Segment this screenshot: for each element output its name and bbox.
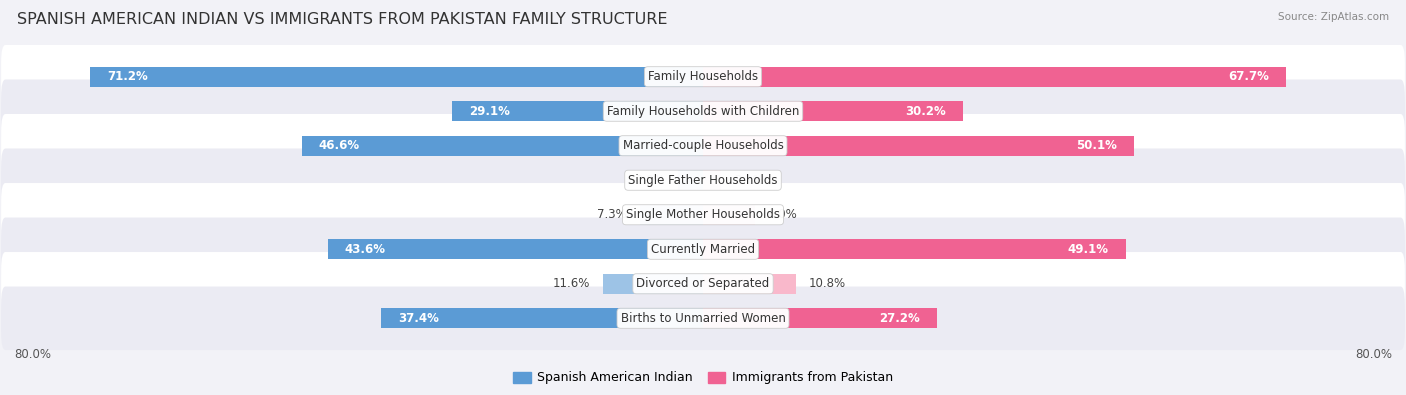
Text: 71.2%: 71.2% bbox=[107, 70, 148, 83]
FancyBboxPatch shape bbox=[1, 45, 1405, 109]
Bar bbox=[381, 308, 703, 328]
Text: Family Households: Family Households bbox=[648, 70, 758, 83]
FancyBboxPatch shape bbox=[1, 183, 1405, 246]
Text: 80.0%: 80.0% bbox=[14, 348, 51, 361]
Text: 30.2%: 30.2% bbox=[905, 105, 946, 118]
Bar bbox=[302, 136, 703, 156]
Text: 6.0%: 6.0% bbox=[768, 208, 797, 221]
Text: 80.0%: 80.0% bbox=[1355, 348, 1392, 361]
FancyBboxPatch shape bbox=[1, 252, 1405, 316]
Text: 11.6%: 11.6% bbox=[553, 277, 591, 290]
Text: 2.1%: 2.1% bbox=[734, 174, 763, 187]
Bar bbox=[703, 136, 1135, 156]
Bar bbox=[703, 170, 721, 190]
Text: 49.1%: 49.1% bbox=[1067, 243, 1108, 256]
Bar bbox=[90, 67, 703, 87]
Bar bbox=[453, 101, 703, 121]
FancyBboxPatch shape bbox=[1, 218, 1405, 281]
Bar bbox=[703, 274, 796, 294]
Text: 43.6%: 43.6% bbox=[344, 243, 385, 256]
Bar bbox=[328, 239, 703, 259]
Bar bbox=[603, 274, 703, 294]
Text: 2.9%: 2.9% bbox=[636, 174, 665, 187]
Text: Family Households with Children: Family Households with Children bbox=[607, 105, 799, 118]
Text: Single Mother Households: Single Mother Households bbox=[626, 208, 780, 221]
FancyBboxPatch shape bbox=[1, 149, 1405, 212]
Bar bbox=[703, 239, 1126, 259]
Bar bbox=[703, 101, 963, 121]
Bar bbox=[678, 170, 703, 190]
Text: 46.6%: 46.6% bbox=[319, 139, 360, 152]
Text: 7.3%: 7.3% bbox=[598, 208, 627, 221]
Text: Single Father Households: Single Father Households bbox=[628, 174, 778, 187]
Bar bbox=[640, 205, 703, 225]
Text: Married-couple Households: Married-couple Households bbox=[623, 139, 783, 152]
Text: 27.2%: 27.2% bbox=[879, 312, 920, 325]
Bar bbox=[703, 67, 1286, 87]
Text: 37.4%: 37.4% bbox=[398, 312, 439, 325]
FancyBboxPatch shape bbox=[1, 114, 1405, 177]
FancyBboxPatch shape bbox=[1, 79, 1405, 143]
Text: 50.1%: 50.1% bbox=[1077, 139, 1118, 152]
Text: Source: ZipAtlas.com: Source: ZipAtlas.com bbox=[1278, 12, 1389, 22]
Text: 29.1%: 29.1% bbox=[470, 105, 510, 118]
Text: SPANISH AMERICAN INDIAN VS IMMIGRANTS FROM PAKISTAN FAMILY STRUCTURE: SPANISH AMERICAN INDIAN VS IMMIGRANTS FR… bbox=[17, 12, 668, 27]
Text: 67.7%: 67.7% bbox=[1227, 70, 1268, 83]
Legend: Spanish American Indian, Immigrants from Pakistan: Spanish American Indian, Immigrants from… bbox=[509, 367, 897, 389]
Bar bbox=[703, 205, 755, 225]
Text: Births to Unmarried Women: Births to Unmarried Women bbox=[620, 312, 786, 325]
Text: 10.8%: 10.8% bbox=[808, 277, 846, 290]
Text: Divorced or Separated: Divorced or Separated bbox=[637, 277, 769, 290]
Text: Currently Married: Currently Married bbox=[651, 243, 755, 256]
FancyBboxPatch shape bbox=[1, 286, 1405, 350]
Bar bbox=[703, 308, 938, 328]
